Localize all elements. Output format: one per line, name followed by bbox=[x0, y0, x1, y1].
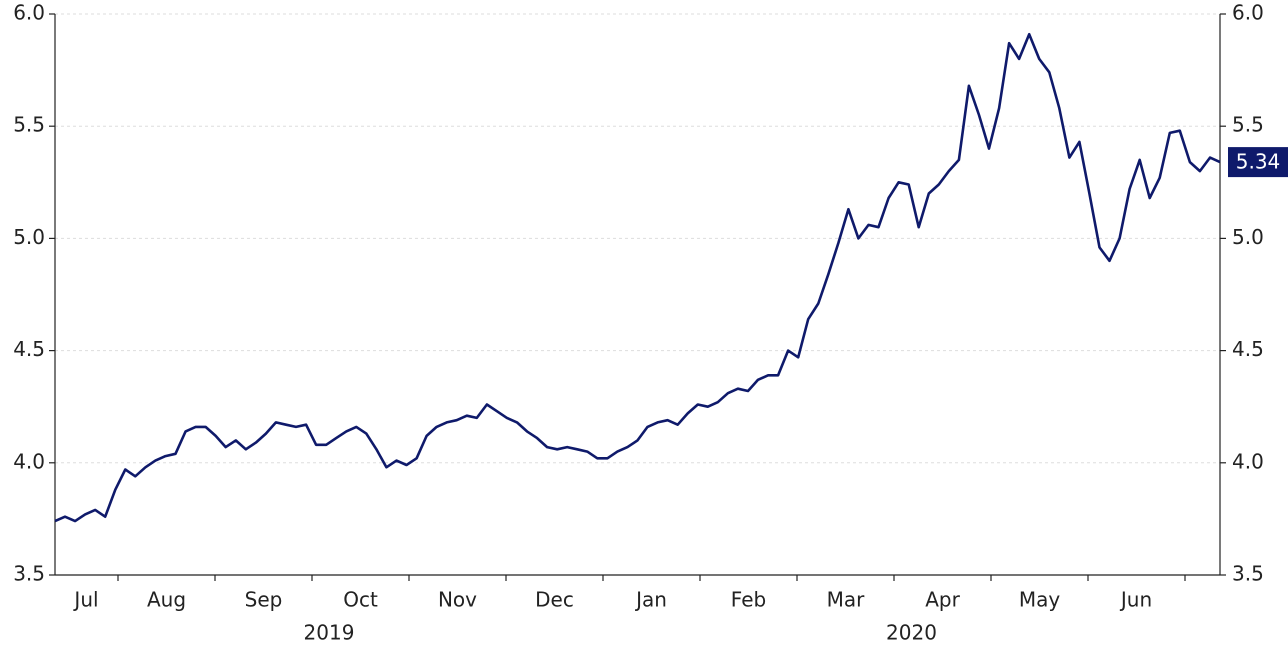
x-tick-label: Nov bbox=[438, 588, 477, 612]
y2-tick-label: 5.0 bbox=[1232, 225, 1264, 249]
x-tick-label: Jun bbox=[1119, 588, 1152, 612]
x-tick-label: Sep bbox=[245, 588, 283, 612]
x-tick-label: May bbox=[1019, 588, 1061, 612]
y-tick-label: 4.0 bbox=[13, 449, 45, 473]
y2-tick-label: 6.0 bbox=[1232, 1, 1264, 25]
y2-tick-label: 3.5 bbox=[1232, 562, 1264, 586]
x-tick-label: Oct bbox=[343, 588, 378, 612]
y2-tick-label: 4.5 bbox=[1232, 337, 1264, 361]
x-tick-label: Feb bbox=[731, 588, 766, 612]
x-tick-label: Aug bbox=[147, 588, 186, 612]
year-label: 2020 bbox=[886, 621, 937, 645]
last-value-label: 5.34 bbox=[1236, 150, 1281, 174]
y-tick-label: 4.5 bbox=[13, 337, 45, 361]
year-label: 2019 bbox=[304, 621, 355, 645]
x-tick-label: Mar bbox=[827, 588, 866, 612]
y-tick-label: 3.5 bbox=[13, 562, 45, 586]
x-tick-label: Apr bbox=[925, 588, 960, 612]
y-tick-label: 6.0 bbox=[13, 1, 45, 25]
x-tick-label: Jul bbox=[72, 588, 98, 612]
y-tick-label: 5.0 bbox=[13, 225, 45, 249]
line bbox=[54, 32, 1221, 523]
last-value-box bbox=[1228, 147, 1288, 178]
y2-tick-label: 4.0 bbox=[1232, 449, 1264, 473]
y-tick-label: 5.5 bbox=[13, 113, 45, 137]
x-tick-label: Jan bbox=[634, 588, 667, 612]
x-tick-label: Dec bbox=[535, 588, 574, 612]
y2-tick-label: 5.5 bbox=[1232, 113, 1264, 137]
